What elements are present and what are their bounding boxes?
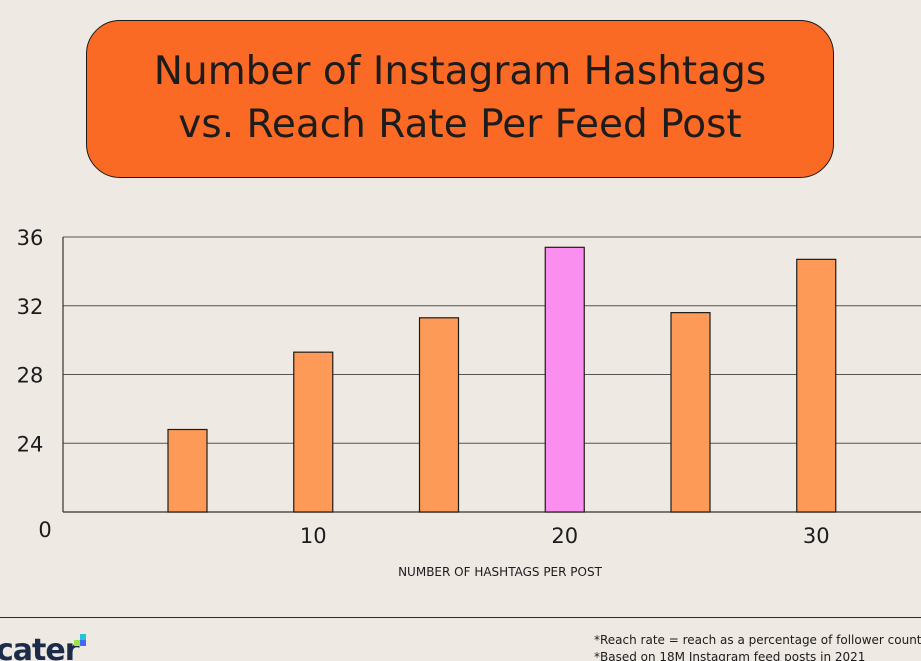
footnotes: *Reach rate = reach as a percentage of f…	[594, 632, 921, 661]
x-tick-label: 20	[551, 524, 578, 548]
x-tick-labels: 10 20 30	[300, 524, 830, 548]
bar-15-hashtags	[418, 317, 460, 513]
bar-25-hashtags	[670, 312, 711, 513]
title-line-2: vs. Reach Rate Per Feed Post	[178, 102, 742, 147]
y-tick-label: 0	[38, 518, 51, 542]
gridlines	[62, 236, 921, 513]
footer-divider	[0, 617, 921, 618]
bar-10-hashtags	[293, 351, 334, 513]
logo-mark-icon	[72, 634, 88, 650]
y-tick-label: 32	[17, 295, 44, 319]
y-tick-label: 36	[17, 226, 44, 250]
y-tick-label: 28	[17, 364, 44, 388]
bar-chart: 0 24 28 32 36 10 20 30 NUMBER OF HASHTAGS PER …	[17, 226, 921, 579]
y-tick-labels: 0 24 28 32 36	[17, 226, 52, 542]
brand-logo: cater	[0, 633, 80, 661]
x-tick-label: 30	[803, 524, 830, 548]
bar-20-hashtags	[544, 246, 585, 513]
bar-5-hashtags	[167, 428, 208, 513]
footnote-source: *Based on 18M Instagram feed posts in 20…	[594, 650, 866, 661]
title-line-1: Number of Instagram Hashtags	[153, 49, 767, 95]
x-axis-title: NUMBER OF HASHTAGS PER POST	[398, 565, 603, 579]
x-tick-label: 10	[300, 524, 327, 548]
y-tick-label: 24	[17, 432, 44, 456]
title-banner: Number of Instagram Hashtags vs. Reach R…	[86, 20, 834, 178]
bars	[167, 246, 837, 513]
footnote-reach-rate: *Reach rate = reach as a percentage of f…	[594, 633, 921, 647]
bar-30-hashtags	[796, 258, 837, 513]
